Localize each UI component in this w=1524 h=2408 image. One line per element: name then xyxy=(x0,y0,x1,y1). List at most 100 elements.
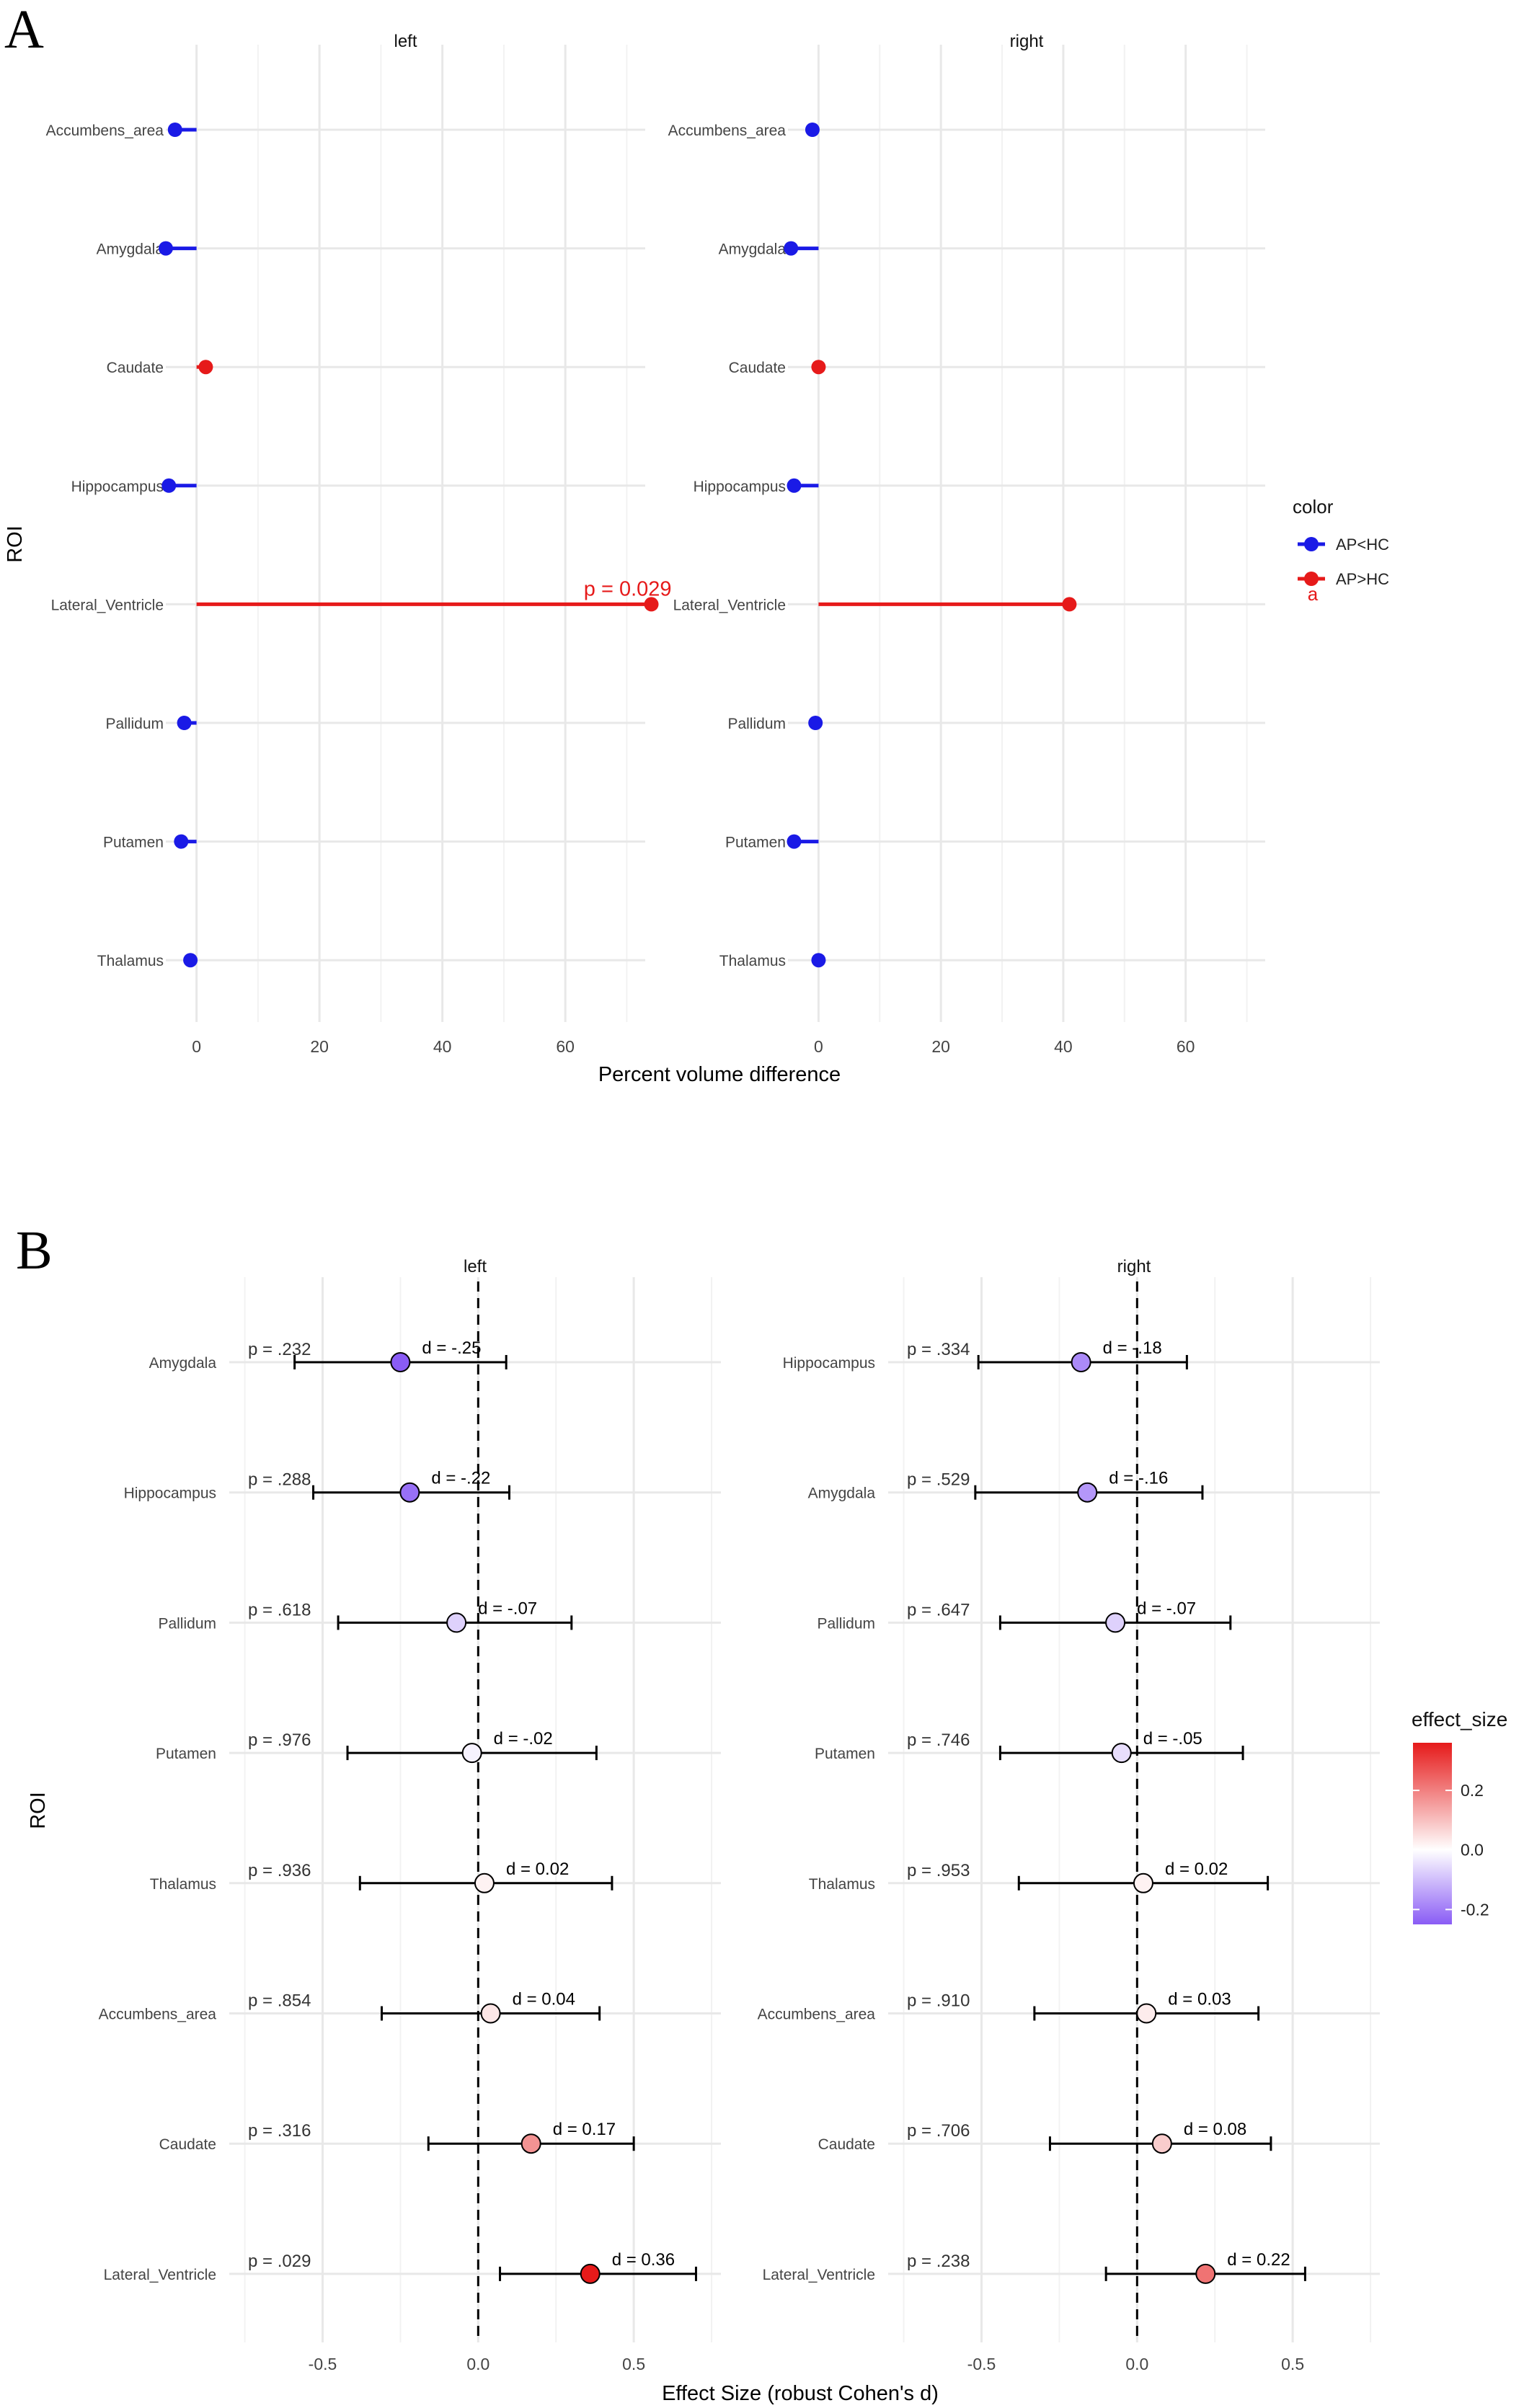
lollipop-dot xyxy=(159,241,173,256)
p-value-label: p = .746 xyxy=(907,1731,970,1750)
legend-title: effect_size xyxy=(1412,1708,1507,1731)
y-tick-label: Pallidum xyxy=(727,716,786,732)
effect-label: d = 0.22 xyxy=(1227,2250,1290,2270)
lollipop-dot xyxy=(787,478,802,493)
effect-label: d = 0.08 xyxy=(1184,2120,1246,2139)
x-tick-label: 0.5 xyxy=(1281,2355,1304,2373)
y-tick-label: Amygdala xyxy=(719,241,787,258)
p-value-label: p = .910 xyxy=(907,1991,970,2011)
y-axis-title: ROI xyxy=(27,1792,50,1829)
y-tick-label: Hippocampus xyxy=(71,479,164,495)
panel-letter-b: B xyxy=(16,1220,53,1281)
forest-row: Caudate p = .316 d = 0.17 xyxy=(159,2120,635,2154)
colorbar-tick-label: 0.2 xyxy=(1461,1781,1484,1800)
p-value-label: p = .854 xyxy=(248,1991,311,2011)
x-tick-label: 20 xyxy=(310,1037,329,1056)
effect-label: d = 0.17 xyxy=(553,2120,616,2139)
forest-row: Accumbens_area p = .854 d = 0.04 xyxy=(99,1990,601,2024)
y-tick-label: Hippocampus xyxy=(694,479,786,495)
colorbar-tick-label: 0.0 xyxy=(1461,1841,1484,1860)
y-tick-label: Caudate xyxy=(107,360,164,376)
forest-row: Accumbens_area p = .910 d = 0.03 xyxy=(758,1990,1260,2024)
y-tick-label: Amygdala xyxy=(149,1355,217,1372)
x-tick-label: -0.5 xyxy=(967,2355,996,2373)
forest-row: Putamen p = .746 d = -.05 xyxy=(815,1729,1244,1764)
y-tick-label: Putamen xyxy=(103,835,164,851)
effect-point xyxy=(1195,2263,1216,2284)
x-tick-label: 0 xyxy=(192,1037,201,1056)
effect-label: d = -.07 xyxy=(478,1599,537,1618)
legend-b: effect_size 0.2 0.0 -0.2 xyxy=(1412,1708,1507,1924)
forest-row: Amygdala p = .232 d = -.25 xyxy=(149,1338,508,1372)
effect-label: d = -.07 xyxy=(1137,1599,1196,1618)
p-value-label: p = .647 xyxy=(907,1600,970,1620)
y-tick-label: Caudate xyxy=(818,2136,875,2153)
y-tick-label: Lateral_Ventricle xyxy=(104,2267,216,2283)
x-tick-label: 60 xyxy=(1177,1037,1195,1056)
y-tick-label: Accumbens_area xyxy=(668,123,787,139)
lollipop-dot xyxy=(161,478,177,493)
effect-label: d = -.16 xyxy=(1109,1469,1168,1488)
x-axis-title: Effect Size (robust Cohen's d) xyxy=(662,2382,939,2405)
y-tick-label: Accumbens_area xyxy=(758,2007,876,2023)
lollipop-dot xyxy=(811,360,826,375)
x-tick-label: 0 xyxy=(814,1037,823,1056)
lollipop-dot xyxy=(198,360,213,375)
p-value-label: p = .976 xyxy=(248,1731,311,1750)
effect-point xyxy=(1136,2003,1157,2024)
colorbar xyxy=(1413,1743,1452,1924)
y-tick-label: Putamen xyxy=(815,1746,875,1762)
y-tick-label: Amygdala xyxy=(808,1485,876,1502)
legend-key-dot xyxy=(1304,537,1319,551)
y-tick-label: Thalamus xyxy=(150,1876,216,1893)
effect-point xyxy=(446,1612,467,1633)
effect-point xyxy=(474,1872,495,1893)
effect-label: d = 0.04 xyxy=(513,1990,575,2009)
p-value-label: p = .316 xyxy=(248,2121,311,2141)
y-tick-label: Thalamus xyxy=(719,953,786,969)
x-tick-label: 40 xyxy=(433,1037,452,1056)
x-tick-label: 0.0 xyxy=(466,2355,489,2373)
facet-strip-label: left xyxy=(464,1257,487,1276)
forest-row: Putamen p = .976 d = -.02 xyxy=(156,1729,598,1764)
forest-row: Amygdala p = .529 d = -.16 xyxy=(808,1469,1204,1503)
forest-row: Lateral_Ventricle p = .238 d = 0.22 xyxy=(763,2250,1306,2284)
p-value-label: p = .238 xyxy=(907,2252,970,2271)
effect-label: d = -.18 xyxy=(1103,1338,1162,1358)
effect-label: d = 0.03 xyxy=(1168,1990,1231,2009)
legend-item: a AP>HC xyxy=(1298,570,1389,605)
legend-a: color AP<HC a AP>HC xyxy=(1293,496,1389,605)
effect-point xyxy=(390,1352,411,1372)
effect-point xyxy=(1077,1482,1098,1503)
effect-label: d = -.22 xyxy=(431,1469,490,1488)
y-tick-label: Pallidum xyxy=(817,1615,875,1632)
effect-point xyxy=(1105,1612,1126,1633)
x-axis-title: Percent volume difference xyxy=(598,1063,841,1086)
effect-point xyxy=(520,2133,541,2154)
forest-row: Pallidum p = .618 d = -.07 xyxy=(158,1599,573,1633)
y-tick-label: Hippocampus xyxy=(124,1485,216,1502)
lollipop-dot xyxy=(784,241,799,256)
y-tick-label: Accumbens_area xyxy=(46,123,164,139)
forest-row: Pallidum p = .647 d = -.07 xyxy=(817,1599,1232,1633)
forest-row: Hippocampus p = .334 d = -.18 xyxy=(783,1338,1188,1372)
x-tick-label: -0.5 xyxy=(309,2355,337,2373)
lollipop-dot xyxy=(167,123,182,137)
legend-label: AP<HC xyxy=(1336,536,1389,554)
lollipop-dot xyxy=(1062,597,1077,612)
effect-point xyxy=(1111,1743,1132,1764)
facet-strip-label: right xyxy=(1117,1257,1151,1276)
forest-row: Thalamus p = .936 d = 0.02 xyxy=(150,1860,613,1893)
p-value-label: p = .618 xyxy=(248,1600,311,1620)
x-tick-label: 20 xyxy=(931,1037,950,1056)
effect-label: d = -.05 xyxy=(1143,1729,1202,1749)
effect-point xyxy=(1071,1352,1091,1372)
legend-title: color xyxy=(1293,496,1334,517)
effect-label: d = 0.02 xyxy=(506,1860,569,1879)
legend-item: AP<HC xyxy=(1298,536,1389,554)
y-tick-label: Amygdala xyxy=(97,241,164,258)
facet-right: right Accumbens_area Amygdala Caudate Hippoc… xyxy=(668,32,1265,1056)
y-tick-label: Lateral_Ventricle xyxy=(673,597,786,613)
forest-row: Caudate p = .706 d = 0.08 xyxy=(818,2120,1272,2154)
